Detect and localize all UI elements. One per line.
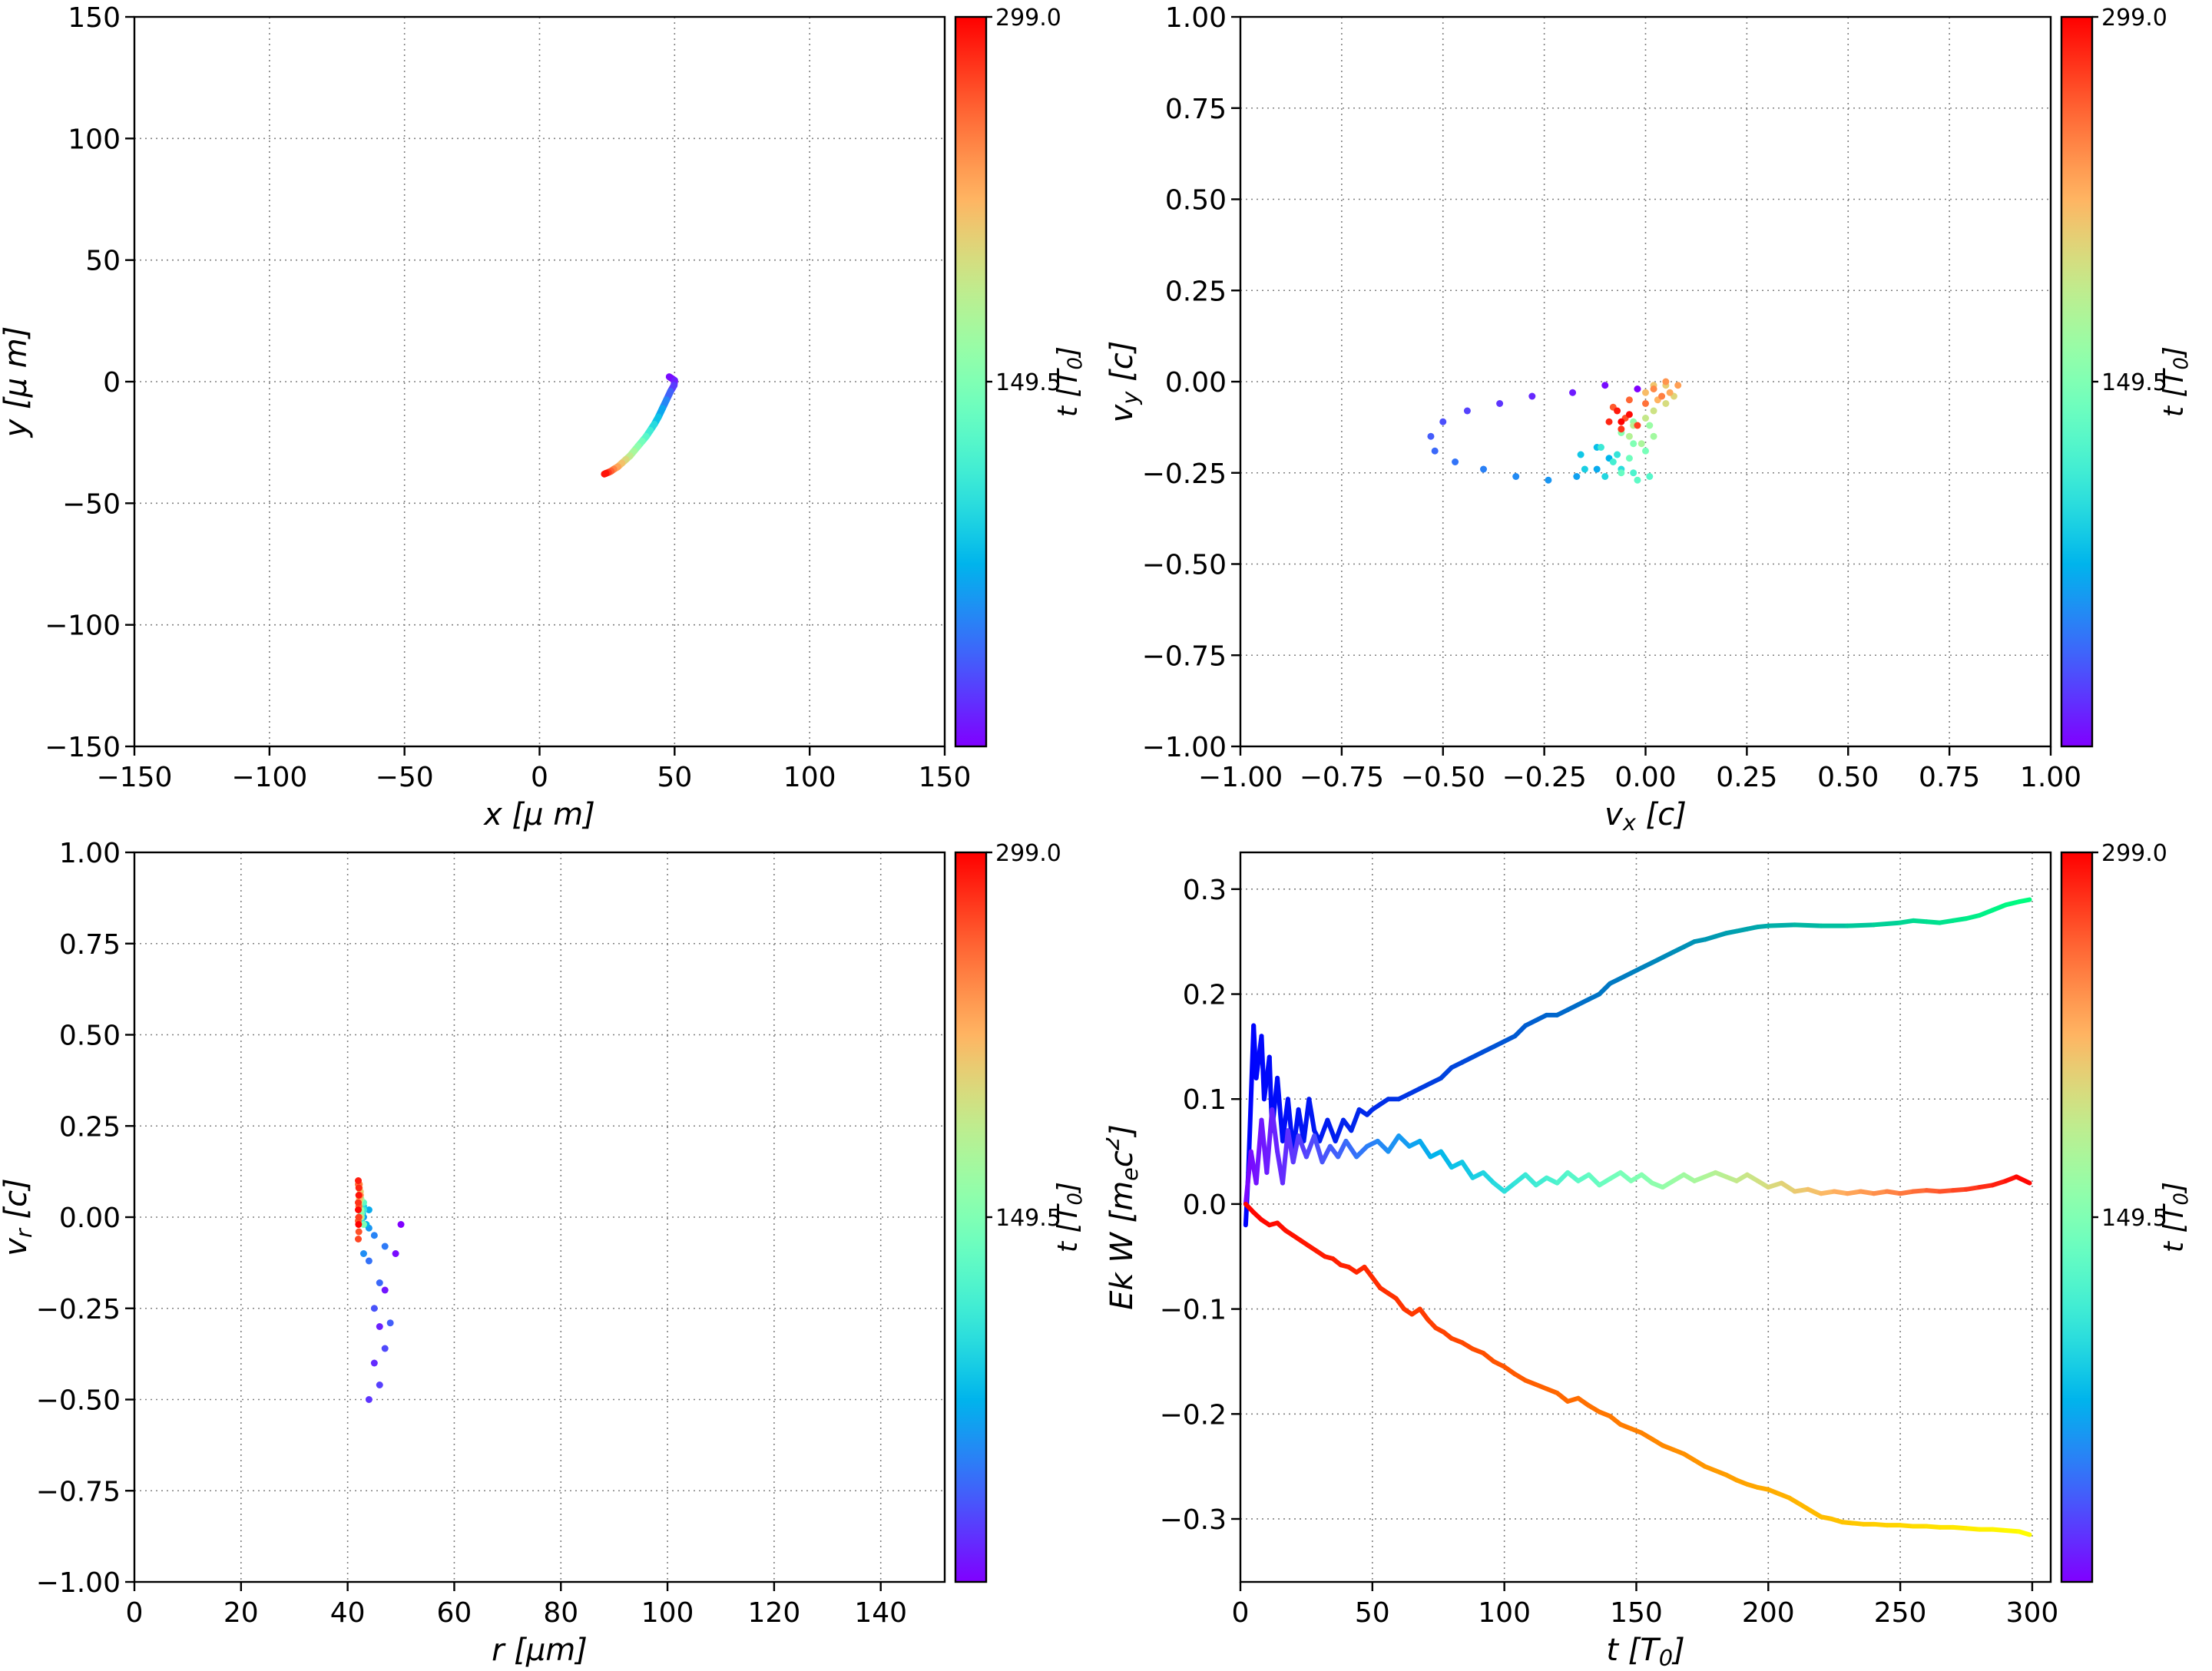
svg-text:0.3: 0.3 xyxy=(1183,875,1227,906)
svg-text:t [T0]: t [T0] xyxy=(2158,346,2193,417)
svg-text:40: 40 xyxy=(330,1597,366,1629)
svg-text:t [T0]: t [T0] xyxy=(1606,1633,1684,1671)
svg-text:0.0: 0.0 xyxy=(1183,1190,1227,1221)
svg-text:Ek W [mec2]: Ek W [mec2] xyxy=(1106,1124,1143,1310)
chart-xy-trajectory: −150 −100 −50 0 50 100 150 −150 −100 −50 0 50 100 150… xyxy=(0,2,1087,832)
svg-text:0: 0 xyxy=(1232,1597,1250,1629)
svg-text:−0.1: −0.1 xyxy=(1160,1295,1227,1326)
svg-text:0: 0 xyxy=(126,1597,144,1629)
svg-text:0.00: 0.00 xyxy=(1165,367,1227,399)
svg-text:−0.25: −0.25 xyxy=(36,1294,121,1325)
svg-text:−100: −100 xyxy=(231,762,307,793)
svg-text:0: 0 xyxy=(103,367,121,399)
svg-text:0.1: 0.1 xyxy=(1183,1084,1227,1116)
svg-text:100: 100 xyxy=(641,1597,694,1629)
svg-text:−1.00: −1.00 xyxy=(1198,762,1283,793)
svg-text:0.75: 0.75 xyxy=(1919,762,1980,793)
svg-text:−150: −150 xyxy=(97,762,173,793)
svg-text:−1.00: −1.00 xyxy=(36,1567,121,1599)
svg-text:140: 140 xyxy=(854,1597,907,1629)
svg-text:−0.25: −0.25 xyxy=(1142,458,1227,490)
svg-text:0.50: 0.50 xyxy=(1817,762,1879,793)
svg-text:vr [c]: vr [c] xyxy=(0,1178,37,1256)
svg-text:r [μm]: r [μm] xyxy=(492,1633,588,1668)
svg-text:200: 200 xyxy=(1742,1597,1795,1629)
svg-text:299.0: 299.0 xyxy=(2101,5,2167,31)
svg-text:−0.50: −0.50 xyxy=(1401,762,1485,793)
chart-r-vr-phase: 0 20 40 60 80 100 120 140 −1.00 −0.75 −0.50 −0.25 0.… xyxy=(0,838,1087,1668)
svg-text:0.25: 0.25 xyxy=(59,1111,121,1143)
panel-r-vr-phase: 0 20 40 60 80 100 120 140 −1.00 −0.75 −0.50 −0.25 0.… xyxy=(0,836,1106,1671)
svg-text:t [T0]: t [T0] xyxy=(1052,1182,1087,1252)
svg-text:0.25: 0.25 xyxy=(1716,762,1777,793)
svg-text:vx [c]: vx [c] xyxy=(1604,797,1687,836)
svg-text:−0.50: −0.50 xyxy=(36,1385,121,1417)
svg-text:0.2: 0.2 xyxy=(1183,980,1227,1011)
svg-text:1.00: 1.00 xyxy=(59,838,121,869)
svg-text:100: 100 xyxy=(1478,1597,1531,1629)
svg-text:0.00: 0.00 xyxy=(59,1203,121,1234)
svg-text:50: 50 xyxy=(657,762,692,793)
svg-text:150: 150 xyxy=(68,2,121,34)
svg-text:−0.75: −0.75 xyxy=(36,1476,121,1507)
svg-text:−50: −50 xyxy=(376,762,434,793)
svg-text:0.75: 0.75 xyxy=(59,929,121,961)
svg-text:50: 50 xyxy=(1355,1597,1390,1629)
svg-text:149.5: 149.5 xyxy=(995,1205,1061,1232)
svg-text:−0.25: −0.25 xyxy=(1502,762,1586,793)
svg-text:vy [c]: vy [c] xyxy=(1106,341,1143,423)
svg-text:−50: −50 xyxy=(62,488,121,520)
chart-vx-vy-phase: −1.00 −0.75 −0.50 −0.25 0.00 0.25 0.50 0.75 1.00… xyxy=(1106,2,2193,836)
svg-text:1.00: 1.00 xyxy=(2020,762,2081,793)
svg-text:60: 60 xyxy=(437,1597,472,1629)
panel-xy-trajectory: −150 −100 −50 0 50 100 150 −150 −100 −50 0 50 100 150… xyxy=(0,0,1106,836)
svg-text:1.00: 1.00 xyxy=(1165,2,1227,34)
svg-text:299.0: 299.0 xyxy=(995,840,1061,867)
svg-text:80: 80 xyxy=(543,1597,578,1629)
svg-text:299.0: 299.0 xyxy=(2101,840,2167,867)
svg-text:−0.75: −0.75 xyxy=(1300,762,1384,793)
svg-text:x [μ m]: x [μ m] xyxy=(482,797,595,832)
svg-text:0.50: 0.50 xyxy=(1165,185,1227,217)
svg-text:50: 50 xyxy=(85,246,121,277)
svg-text:t [T0]: t [T0] xyxy=(1052,346,1087,417)
svg-text:−0.2: −0.2 xyxy=(1160,1399,1227,1431)
panel-energy-work: 0 50 100 150 200 250 300 −0.3 −0.2 −0.1 0.0 0.1 0.2 0… xyxy=(1106,836,2212,1671)
svg-text:300: 300 xyxy=(2006,1597,2059,1629)
svg-text:−150: −150 xyxy=(45,732,121,763)
svg-text:−100: −100 xyxy=(45,610,121,642)
svg-text:0.75: 0.75 xyxy=(1165,94,1227,125)
svg-text:250: 250 xyxy=(1874,1597,1927,1629)
chart-energy-work: 0 50 100 150 200 250 300 −0.3 −0.2 −0.1 0.0 0.1 0.2 0… xyxy=(1106,840,2193,1671)
svg-text:0.25: 0.25 xyxy=(1165,276,1227,307)
svg-text:149.5: 149.5 xyxy=(2101,1205,2167,1232)
svg-text:100: 100 xyxy=(68,124,121,155)
svg-text:150: 150 xyxy=(919,762,972,793)
svg-text:150: 150 xyxy=(1610,1597,1663,1629)
svg-text:−0.50: −0.50 xyxy=(1142,550,1227,581)
panel-vx-vy-phase: −1.00 −0.75 −0.50 −0.25 0.00 0.25 0.50 0.75 1.00… xyxy=(1106,0,2212,836)
svg-text:−0.3: −0.3 xyxy=(1160,1504,1227,1536)
svg-text:100: 100 xyxy=(783,762,836,793)
svg-text:−1.00: −1.00 xyxy=(1142,732,1227,763)
svg-text:299.0: 299.0 xyxy=(995,5,1061,31)
svg-text:−0.75: −0.75 xyxy=(1142,640,1227,672)
svg-text:0: 0 xyxy=(531,762,548,793)
svg-text:149.5: 149.5 xyxy=(995,369,1061,396)
svg-text:y [μ m]: y [μ m] xyxy=(0,326,34,438)
svg-text:t [T0]: t [T0] xyxy=(2158,1182,2193,1252)
svg-text:0.00: 0.00 xyxy=(1614,762,1676,793)
svg-text:20: 20 xyxy=(224,1597,259,1629)
svg-text:0.50: 0.50 xyxy=(59,1021,121,1052)
svg-text:149.5: 149.5 xyxy=(2101,369,2167,396)
svg-text:120: 120 xyxy=(748,1597,801,1629)
